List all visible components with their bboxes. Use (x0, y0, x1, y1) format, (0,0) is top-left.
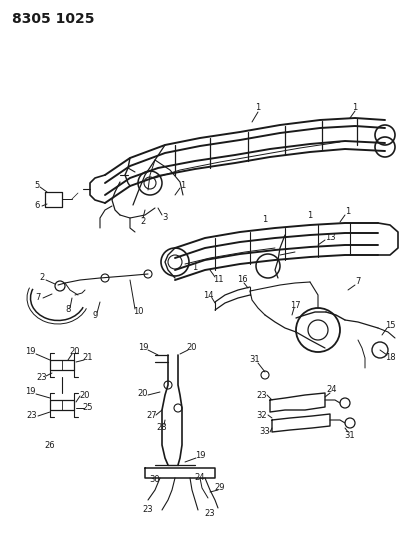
Text: 19: 19 (25, 348, 35, 357)
Text: 23: 23 (36, 374, 47, 383)
Text: 1: 1 (180, 181, 185, 190)
Text: 11: 11 (212, 276, 223, 285)
Text: 2: 2 (39, 273, 45, 282)
Text: 20: 20 (70, 348, 80, 357)
Text: 19: 19 (25, 387, 35, 397)
Text: 8305 1025: 8305 1025 (12, 12, 94, 26)
Text: 16: 16 (236, 276, 247, 285)
Text: 31: 31 (344, 431, 355, 440)
Text: 19: 19 (194, 450, 205, 459)
Text: 1: 1 (307, 211, 312, 220)
Text: 18: 18 (384, 353, 394, 362)
Text: 17: 17 (289, 301, 299, 310)
Text: 32: 32 (256, 410, 267, 419)
Text: 25: 25 (83, 403, 93, 413)
Text: 23: 23 (142, 505, 153, 514)
Text: 2: 2 (140, 217, 145, 227)
Text: 14: 14 (202, 292, 213, 301)
Text: 6: 6 (34, 201, 40, 211)
Text: 7: 7 (35, 294, 40, 303)
Text: 1: 1 (262, 215, 267, 224)
Text: 31: 31 (249, 356, 260, 365)
Text: 7: 7 (355, 278, 360, 287)
Text: 33: 33 (259, 427, 270, 437)
Text: 24: 24 (326, 385, 337, 394)
Text: 20: 20 (137, 389, 148, 398)
Text: 1: 1 (192, 263, 197, 272)
Text: 24: 24 (194, 473, 205, 482)
Text: 19: 19 (137, 343, 148, 352)
Text: 28: 28 (156, 424, 167, 432)
Text: 30: 30 (149, 475, 160, 484)
Text: 3: 3 (162, 214, 167, 222)
Text: 23: 23 (256, 391, 267, 400)
Text: 23: 23 (204, 508, 215, 518)
Text: 1: 1 (351, 102, 357, 111)
Text: 15: 15 (384, 320, 394, 329)
Text: 20: 20 (186, 343, 197, 352)
Text: 5: 5 (34, 182, 40, 190)
Text: 8: 8 (65, 305, 70, 314)
Text: 20: 20 (80, 391, 90, 400)
Text: 13: 13 (324, 232, 335, 241)
Text: 9: 9 (92, 311, 97, 320)
Text: 10: 10 (133, 308, 143, 317)
Text: 26: 26 (45, 440, 55, 449)
Text: 1: 1 (344, 207, 350, 216)
Text: 21: 21 (83, 353, 93, 362)
Text: 23: 23 (27, 411, 37, 421)
Text: 27: 27 (146, 410, 157, 419)
Text: 29: 29 (214, 483, 225, 492)
Text: 1: 1 (255, 103, 260, 112)
